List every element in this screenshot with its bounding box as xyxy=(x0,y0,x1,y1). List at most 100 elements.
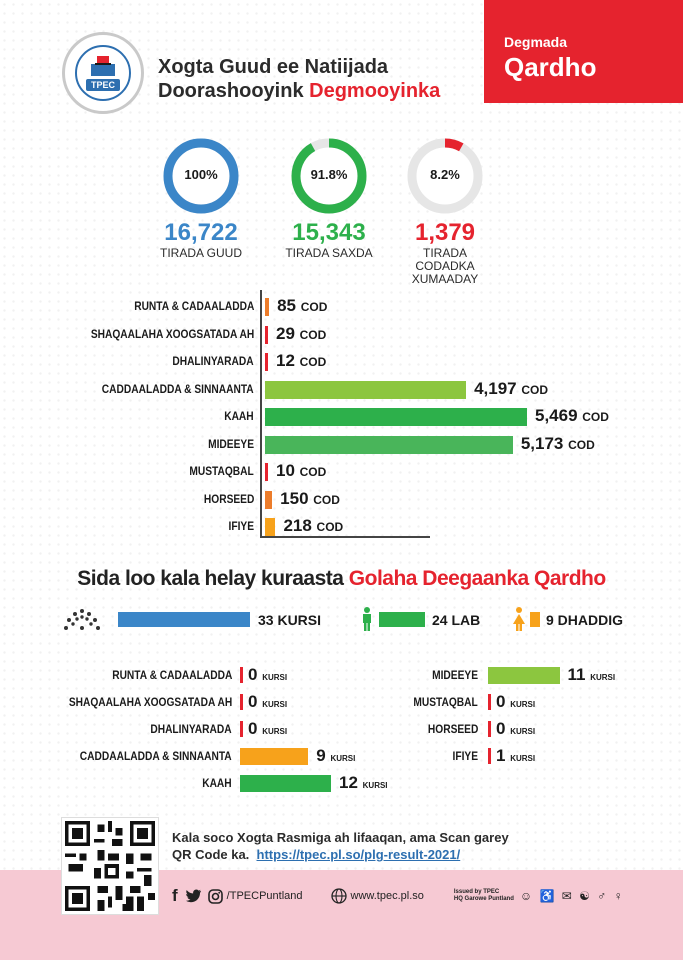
seat-value: 1 KURSI xyxy=(496,746,536,765)
issued-line-1: Issued by TPEC xyxy=(453,889,500,895)
seat-value: 0 KURSI xyxy=(248,692,288,711)
bar-value: 85 COD xyxy=(277,296,328,315)
male-icon xyxy=(360,606,374,632)
seat-party-label: KAAH xyxy=(202,776,232,790)
bar-value: 10 COD xyxy=(276,461,327,480)
title-line-2-highlight: Degmooyinka xyxy=(309,80,441,102)
results-link[interactable]: https://tpec.pl.so/plg-result-2021/ xyxy=(256,847,461,862)
ring-valid: 91.8% xyxy=(290,137,368,215)
bar-label: SHAQAALAHA XOOGSATADA AH xyxy=(90,326,254,341)
bar-value: 218 COD xyxy=(283,516,344,535)
bar-label: IFIYE xyxy=(228,519,254,533)
bar-unit: COD xyxy=(521,382,548,397)
globe-icon xyxy=(330,888,347,904)
bar-unit: COD xyxy=(299,327,327,342)
bar-unit: COD xyxy=(299,355,327,369)
stat-total-value: 16,722 xyxy=(164,219,238,246)
seat-bar xyxy=(240,748,309,765)
stat-total-label: TIRADA GUUD xyxy=(159,246,242,260)
ring-invalid: 8.2% xyxy=(406,137,484,215)
seats-section-title: Sida loo kala helay kuraasta Golaha Deeg… xyxy=(0,567,683,591)
qr-code[interactable] xyxy=(62,818,158,914)
bar-label: RUNTA & CADAALADDA xyxy=(133,299,254,313)
seat-value: 0 KURSI xyxy=(248,665,288,684)
vote-bar xyxy=(265,518,276,536)
seat-unit: KURSI xyxy=(362,781,388,790)
seat-value: 0 KURSI xyxy=(248,719,288,738)
website-link[interactable]: www.tpec.pl.so xyxy=(350,890,424,902)
vote-bar xyxy=(265,298,270,316)
bar-label: HORSEED xyxy=(203,491,254,506)
bar-label: MIDEEYE xyxy=(208,436,254,451)
seat-marker xyxy=(488,694,491,710)
seat-value: 0 KURSI xyxy=(496,719,536,738)
seat-value: 11 KURSI xyxy=(567,665,616,684)
votes-bar-chart: RUNTA & CADAALADDA 85 COD SHAQAALAHA XOOGS… xyxy=(90,296,609,536)
district-badge: Degmada Qardho xyxy=(484,0,683,103)
stat-invalid-value: 1,379 xyxy=(414,219,476,246)
stat-valid-value: 15,343 xyxy=(292,219,366,246)
female-seats-bar xyxy=(530,612,540,627)
seat-value: 9 KURSI xyxy=(316,746,356,765)
seat-party-label: RUNTA & CADAALADDA xyxy=(111,668,232,682)
vote-bar xyxy=(265,325,268,344)
bar-label: KAAH xyxy=(224,409,254,423)
footer-line-2: QR Code ka. xyxy=(172,847,250,862)
seat-party-label: IFIYE xyxy=(452,749,478,763)
bar-unit: COD xyxy=(300,300,328,314)
ring-total-graphic xyxy=(163,138,239,214)
seat-marker xyxy=(488,748,491,764)
bar-value: 29 COD xyxy=(276,323,327,343)
social-handle[interactable]: /TPECPuntland xyxy=(226,890,303,902)
seat-marker xyxy=(488,721,491,737)
seat-unit: KURSI xyxy=(262,700,288,709)
qr-code-icon xyxy=(65,821,155,911)
seat-value: 0 KURSI xyxy=(496,692,536,711)
seats-title-highlight: Golaha Deegaanka Qardho xyxy=(348,567,606,590)
tpec-logo: TPEC xyxy=(62,32,144,114)
title-line-2-plain: Doorashooyink xyxy=(158,80,310,102)
female-icon xyxy=(512,606,526,632)
bar-unit: COD xyxy=(316,520,344,534)
seat-bar xyxy=(240,775,331,792)
stat-invalid-label: TIRADA CODADKA XUMAADAY xyxy=(411,246,479,286)
seat-party-label: MUSTAQBAL xyxy=(413,695,478,709)
page-title: Xogta Guud ee Natiijada Doorashooyink De… xyxy=(158,55,440,103)
male-seats-bar xyxy=(379,612,425,627)
bar-value: 150 COD xyxy=(280,488,340,508)
title-line-2: Doorashooyink Degmooyinka xyxy=(158,79,440,103)
community-icons: ☺ ♿ ✉ ☯ ♂ ♀ xyxy=(519,889,625,903)
twitter-icon[interactable] xyxy=(185,889,202,903)
seat-marker xyxy=(240,694,243,710)
vote-bar xyxy=(265,408,527,426)
logo-text: TPEC xyxy=(85,79,120,91)
bar-unit: COD xyxy=(299,465,327,479)
assembly-hall-icon xyxy=(62,606,102,632)
seat-unit: KURSI xyxy=(330,754,356,763)
bar-value: 5,173 COD xyxy=(520,433,595,453)
stat-total: 16,722 TIRADA GUUD xyxy=(141,219,261,260)
bar-unit: COD xyxy=(582,410,609,424)
seat-value: 12 KURSI xyxy=(339,773,388,792)
seat-marker xyxy=(240,667,243,683)
footer-message: Kala soco Xogta Rasmiga ah lifaaqan, ama… xyxy=(172,829,509,863)
facebook-icon[interactable]: f xyxy=(172,886,178,905)
instagram-icon[interactable] xyxy=(207,888,223,904)
chart-axis-base xyxy=(260,536,430,538)
seat-unit: KURSI xyxy=(262,673,288,682)
ring-valid-graphic xyxy=(291,138,367,214)
seat-unit: KURSI xyxy=(262,727,288,736)
ring-valid-percent: 91.8% xyxy=(310,167,348,182)
vote-bar xyxy=(265,463,268,481)
total-seats-text: 33 KURSI xyxy=(258,612,322,628)
bar-label: DHALINYARADA xyxy=(172,354,254,368)
seats-title-plain: Sida loo kala helay kuraasta xyxy=(77,567,349,590)
issued-line-2: HQ Garowe Puntland xyxy=(453,896,514,902)
seats-list-left: RUNTA & CADAALADDA 0 KURSI SHAQAALAHA XOOG… xyxy=(68,665,388,792)
vote-bar xyxy=(265,435,513,454)
seat-party-label: HORSEED xyxy=(427,722,478,736)
seat-unit: KURSI xyxy=(510,754,536,763)
seat-party-label: SHAQAALAHA XOOGSATADA AH xyxy=(68,695,232,709)
seats-list-right: MIDEEYE 11 KURSI MUSTAQBAL 0 KURSI HORSEED 0 … xyxy=(413,665,616,765)
stat-valid: 15,343 TIRADA SAXDA xyxy=(269,219,389,260)
